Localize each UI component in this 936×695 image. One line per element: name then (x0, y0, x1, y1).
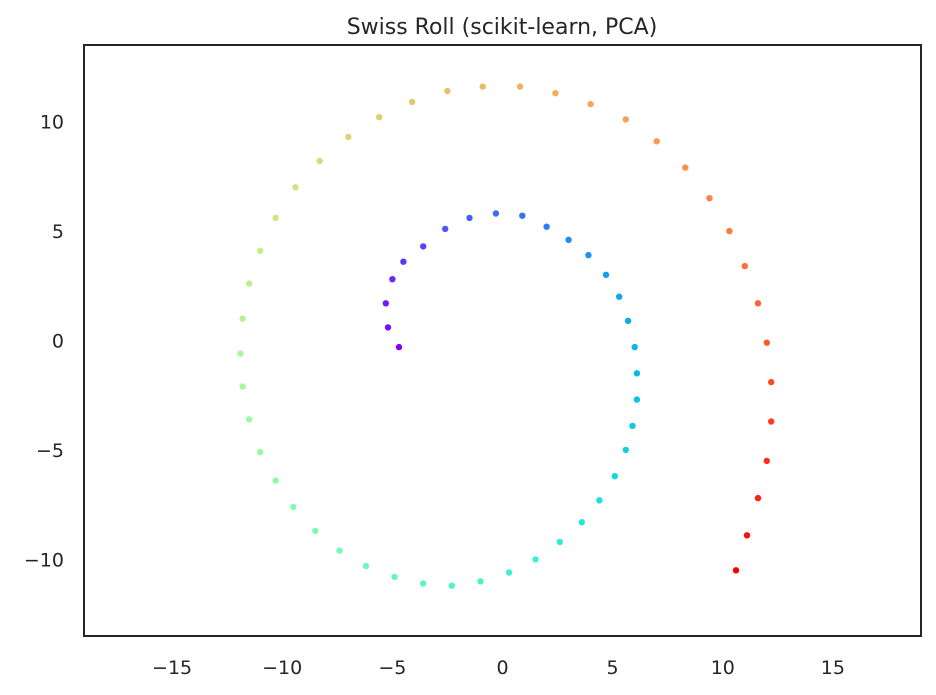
scatter-point (732, 567, 740, 574)
scatter-point (596, 497, 603, 504)
scatter-point (543, 223, 550, 230)
scatter-point (400, 258, 407, 265)
y-tick-label: 5 (52, 221, 64, 243)
scatter-point (587, 100, 594, 108)
scatter-point (246, 280, 253, 287)
scatter-point (477, 578, 484, 585)
scatter-point (622, 446, 629, 454)
scatter-point (389, 276, 396, 283)
x-tick-label: −10 (262, 657, 302, 679)
scatter-point (376, 114, 383, 121)
y-axis-ticks: −10 −5 0 5 10 (24, 112, 64, 572)
scatter-point (239, 383, 246, 390)
scatter-point (246, 416, 253, 423)
x-axis-ticks: −15 −10 −5 0 5 10 15 (152, 657, 845, 679)
scatter-point (345, 133, 352, 141)
scatter-point (565, 236, 572, 243)
scatter-point (578, 519, 585, 526)
scatter-point (629, 422, 636, 430)
scatter-point (290, 503, 297, 511)
scatter-point (505, 569, 513, 576)
scatter-point (466, 214, 473, 222)
scatter-points (237, 83, 775, 589)
scatter-point (552, 90, 559, 97)
scatter-point (420, 580, 427, 587)
scatter-point (384, 324, 392, 331)
scatter-point (743, 532, 751, 539)
scatter-point (763, 339, 770, 346)
scatter-point (585, 251, 592, 259)
scatter-point (706, 195, 713, 202)
scatter-point (622, 116, 629, 123)
scatter-point (237, 350, 244, 357)
scatter-point (479, 83, 486, 90)
scatter-point (633, 396, 641, 403)
y-tick-label: −5 (36, 440, 64, 462)
y-tick-label: −10 (24, 549, 64, 571)
chart-title: Swiss Roll (scikit-learn, PCA) (347, 15, 658, 40)
scatter-point (444, 87, 451, 95)
scatter-point (257, 247, 264, 254)
scatter-point (633, 370, 641, 377)
x-tick-label: −5 (378, 657, 406, 679)
scatter-point (624, 317, 632, 324)
scatter-point (382, 300, 389, 307)
scatter-point (316, 157, 323, 165)
scatter-point (653, 138, 660, 145)
scatter-point (682, 164, 689, 171)
scatter-point (362, 562, 370, 570)
scatter-point (768, 418, 775, 425)
scatter-point (292, 184, 299, 191)
x-tick-label: −15 (152, 657, 192, 679)
scatter-point (257, 448, 264, 456)
x-tick-label: 5 (607, 657, 619, 679)
scatter-point (631, 343, 638, 351)
scatter-point (768, 378, 775, 386)
scatter-point (336, 547, 343, 554)
scatter-point (492, 210, 500, 217)
scatter-point (741, 262, 748, 270)
x-tick-label: 0 (496, 657, 508, 679)
scatter-point (312, 527, 319, 535)
scatter-point (409, 98, 416, 106)
scatter-point (754, 494, 762, 502)
scatter-point (391, 573, 398, 581)
scatter-point (763, 457, 770, 465)
scatter-point (420, 243, 427, 250)
scatter-point (726, 227, 733, 235)
scatter-point (532, 556, 539, 563)
scatter-point (395, 343, 403, 351)
scatter-point (442, 225, 449, 233)
scatter-point (239, 315, 246, 322)
x-tick-label: 15 (821, 657, 845, 679)
scatter-point (519, 212, 526, 219)
y-tick-label: 10 (40, 112, 64, 134)
x-tick-label: 10 (711, 657, 735, 679)
y-tick-label: 0 (52, 331, 64, 353)
scatter-point (754, 300, 762, 307)
scatter-point (272, 477, 279, 484)
scatter-point (611, 473, 618, 480)
scatter-point (272, 214, 279, 222)
plot-frame (83, 44, 922, 637)
plot-background (84, 45, 921, 636)
scatter-point (516, 83, 524, 90)
scatter-point (448, 582, 455, 589)
scatter-point (616, 293, 623, 300)
scatter-point (602, 271, 610, 278)
scatter-point (556, 538, 563, 546)
